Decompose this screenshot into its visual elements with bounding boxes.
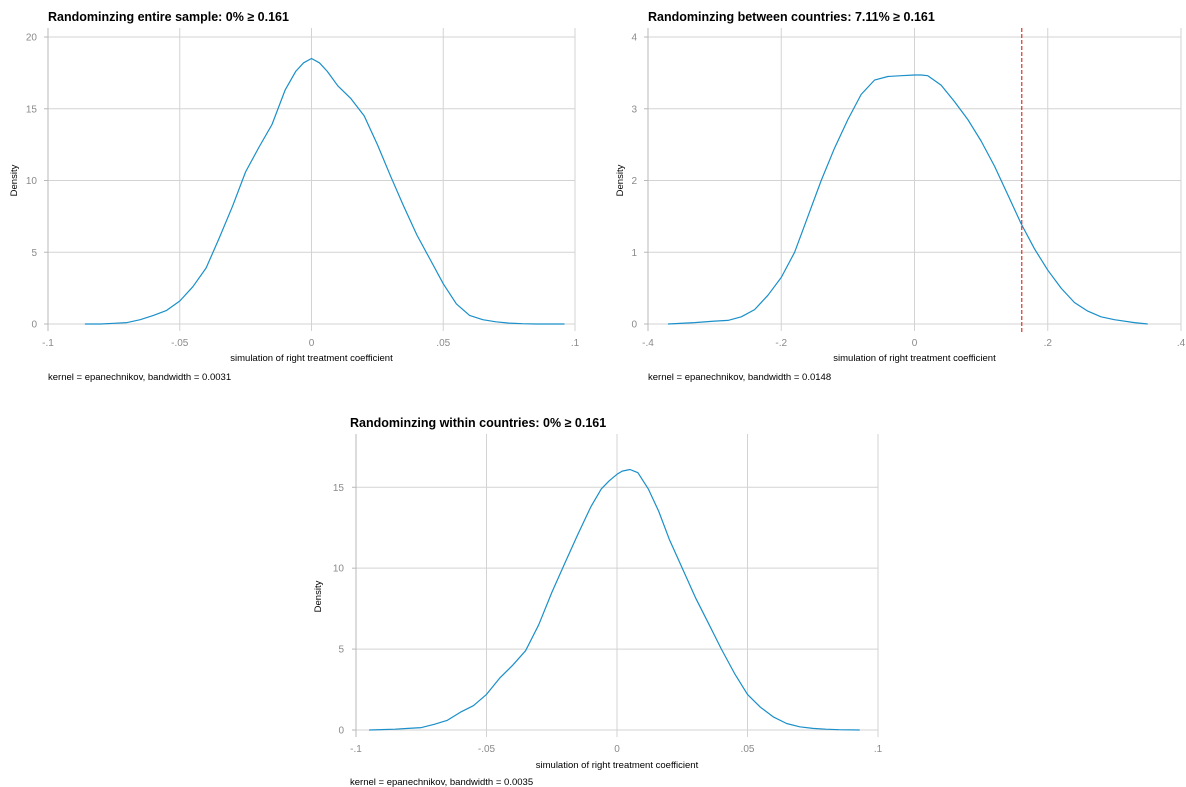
x-axis-label: simulation of right treatment coefficien… [230,353,393,364]
x-tick-label: .1 [874,744,883,755]
x-tick-label: 0 [912,338,918,349]
y-tick-label: 2 [631,176,637,187]
x-tick-label: 0 [309,338,315,349]
x-axis-label: simulation of right treatment coefficien… [833,353,996,364]
x-tick-label: -.2 [775,338,787,349]
x-tick-label: .1 [571,338,580,349]
chart-title: Randominzing between countries: 7.11% ≥ … [648,10,935,24]
x-tick-label: -.05 [171,338,189,349]
y-tick-label: 3 [631,104,637,115]
y-axis-label: Density [615,164,626,196]
y-tick-label: 0 [31,320,37,331]
x-tick-label: .4 [1177,338,1186,349]
x-tick-label: -.1 [350,744,362,755]
x-tick-label: -.4 [642,338,654,349]
y-tick-label: 15 [26,104,38,115]
kernel-note: kernel = epanechnikov, bandwidth = 0.003… [48,372,231,383]
chart-title: Randominzing within countries: 0% ≥ 0.16… [350,416,606,430]
chart-title: Randominzing entire sample: 0% ≥ 0.161 [48,10,289,24]
density-curve [369,468,860,731]
x-tick-label: .2 [1044,338,1053,349]
y-tick-label: 5 [338,645,344,656]
y-tick-label: 10 [333,564,345,575]
density-curve [84,57,565,325]
x-tick-label: -.05 [478,744,496,755]
x-axis-label: simulation of right treatment coefficien… [536,760,699,771]
x-tick-label: 0 [614,744,620,755]
kernel-note: kernel = epanechnikov, bandwidth = 0.003… [350,777,533,787]
y-tick-label: 0 [338,726,344,737]
kernel-note: kernel = epanechnikov, bandwidth = 0.014… [648,372,831,383]
chart-panel-3: Randominzing within countries: 0% ≥ 0.16… [313,416,883,787]
y-tick-label: 1 [631,248,637,259]
x-tick-label: -.1 [42,338,54,349]
y-tick-label: 20 [26,33,38,44]
y-axis-label: Density [313,580,324,612]
chart-panel-1: Randominzing entire sample: 0% ≥ 0.161 0 5… [9,10,580,383]
y-tick-label: 5 [31,248,37,259]
y-tick-label: 0 [631,320,637,331]
x-tick-label: .05 [741,744,755,755]
x-tick-label: .05 [436,338,450,349]
y-tick-label: 15 [333,483,345,494]
chart-panel-2: Randominzing between countries: 7.11% ≥ … [615,10,1186,383]
density-curve [667,74,1148,325]
y-tick-label: 4 [631,33,637,44]
y-tick-label: 10 [26,176,38,187]
y-axis-label: Density [9,164,20,196]
